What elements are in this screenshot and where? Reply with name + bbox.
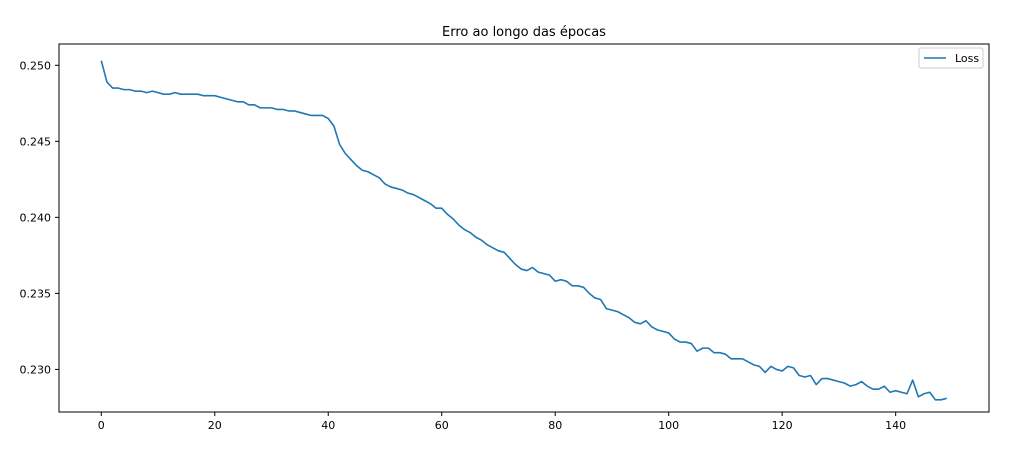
x-tick-label: 40	[321, 419, 335, 432]
x-tick-label: 0	[98, 419, 105, 432]
x-tick-label: 120	[772, 419, 793, 432]
y-tick-label: 0.240	[20, 211, 52, 224]
series-line-loss	[100, 60, 947, 401]
x-tick-label: 60	[435, 419, 449, 432]
y-tick-label: 0.250	[20, 59, 52, 72]
x-tick-label: 100	[658, 419, 679, 432]
y-tick-label: 0.235	[20, 287, 52, 300]
x-tick-label: 20	[208, 419, 222, 432]
legend: Loss	[918, 47, 984, 69]
plot-frame	[58, 43, 990, 413]
y-tick-label: 0.230	[20, 363, 52, 376]
chart-title: Erro ao longo das épocas	[442, 25, 606, 40]
legend-box	[918, 47, 984, 69]
y-axis: 0.230 0.235 0.240 0.245 0.250	[20, 59, 59, 376]
y-tick-label: 0.245	[20, 135, 52, 148]
x-tick-label: 140	[885, 419, 906, 432]
x-tick-label: 80	[548, 419, 562, 432]
plot-area	[58, 43, 990, 413]
legend-label-loss: Loss	[955, 52, 979, 65]
x-axis: 0 20 40 60 80 100 120 140	[98, 412, 906, 432]
series-layer	[100, 60, 947, 401]
